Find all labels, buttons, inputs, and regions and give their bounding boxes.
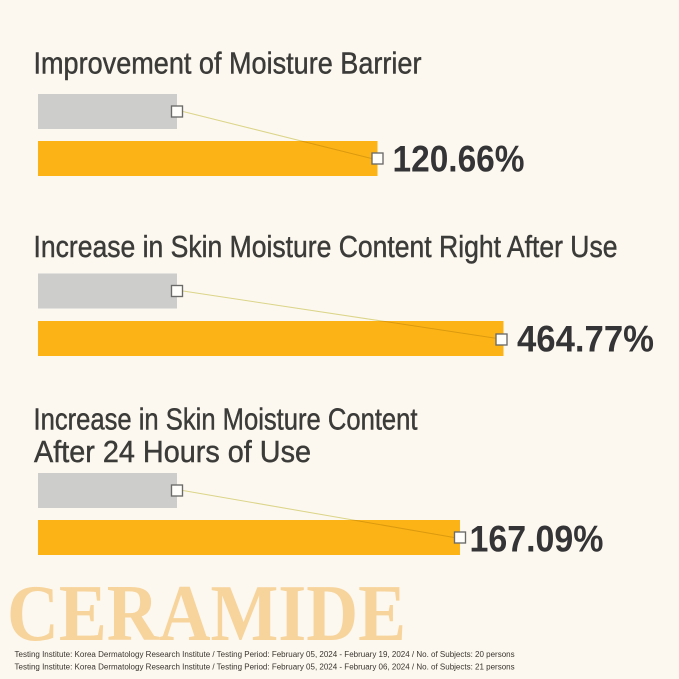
svg-text:Testing Institute: Korea Derma: Testing Institute: Korea Dermatology Res… bbox=[15, 650, 515, 659]
svg-text:120.66%: 120.66% bbox=[393, 139, 525, 180]
svg-text:Improvement of Moisture Barrie: Improvement of Moisture Barrier bbox=[34, 47, 422, 81]
svg-text:CERAMIDE: CERAMIDE bbox=[7, 568, 406, 658]
svg-text:Increase in Skin Moisture Cont: Increase in Skin Moisture Content bbox=[34, 403, 418, 437]
svg-text:Increase in Skin Moisture Cont: Increase in Skin Moisture Content Right … bbox=[34, 230, 618, 264]
svg-text:167.09%: 167.09% bbox=[470, 519, 604, 560]
svg-text:464.77%: 464.77% bbox=[517, 319, 654, 360]
svg-text:After 24 Hours of Use: After 24 Hours of Use bbox=[34, 435, 311, 469]
svg-text:Testing Institute: Korea Derma: Testing Institute: Korea Dermatology Res… bbox=[15, 663, 515, 672]
